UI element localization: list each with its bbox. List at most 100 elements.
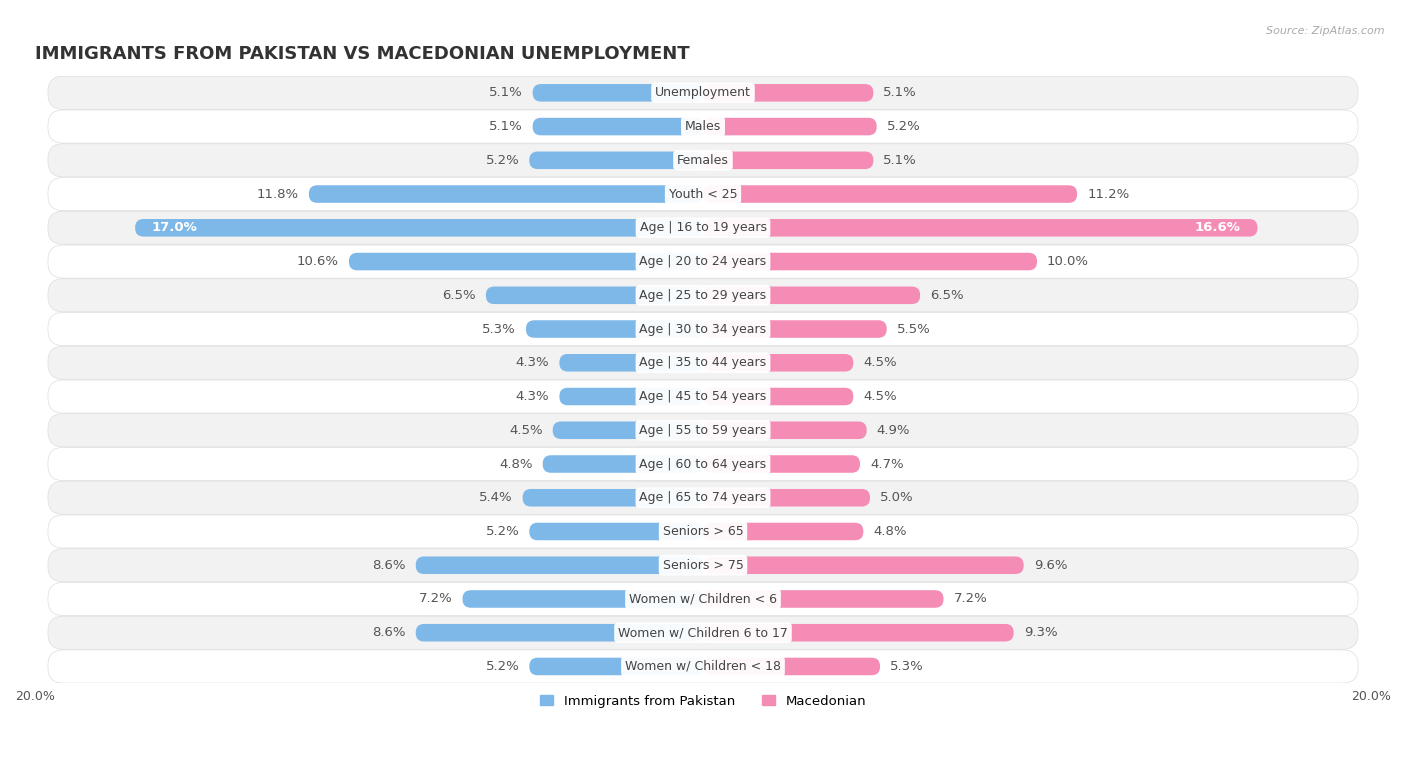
Text: 16.6%: 16.6% [1195, 221, 1240, 235]
FancyBboxPatch shape [48, 211, 1358, 245]
FancyBboxPatch shape [703, 556, 1024, 574]
FancyBboxPatch shape [703, 151, 873, 169]
FancyBboxPatch shape [48, 515, 1358, 548]
FancyBboxPatch shape [529, 151, 703, 169]
FancyBboxPatch shape [48, 650, 1358, 683]
FancyBboxPatch shape [48, 110, 1358, 143]
Text: 4.7%: 4.7% [870, 457, 904, 471]
Text: Seniors > 65: Seniors > 65 [662, 525, 744, 538]
FancyBboxPatch shape [48, 481, 1358, 514]
FancyBboxPatch shape [529, 523, 703, 540]
Text: Males: Males [685, 120, 721, 133]
FancyBboxPatch shape [48, 178, 1358, 210]
Text: Seniors > 75: Seniors > 75 [662, 559, 744, 572]
FancyBboxPatch shape [703, 590, 943, 608]
Text: 5.2%: 5.2% [887, 120, 921, 133]
Text: 5.1%: 5.1% [489, 120, 523, 133]
Text: Age | 35 to 44 years: Age | 35 to 44 years [640, 357, 766, 369]
FancyBboxPatch shape [703, 286, 920, 304]
Text: Women w/ Children < 6: Women w/ Children < 6 [628, 593, 778, 606]
FancyBboxPatch shape [48, 144, 1358, 177]
Legend: Immigrants from Pakistan, Macedonian: Immigrants from Pakistan, Macedonian [534, 690, 872, 713]
Text: 6.5%: 6.5% [443, 288, 475, 302]
FancyBboxPatch shape [48, 616, 1358, 650]
Text: Source: ZipAtlas.com: Source: ZipAtlas.com [1267, 26, 1385, 36]
Text: Females: Females [678, 154, 728, 167]
FancyBboxPatch shape [703, 354, 853, 372]
Text: 7.2%: 7.2% [953, 593, 987, 606]
Text: Women w/ Children 6 to 17: Women w/ Children 6 to 17 [619, 626, 787, 639]
Text: Age | 45 to 54 years: Age | 45 to 54 years [640, 390, 766, 403]
Text: 5.3%: 5.3% [890, 660, 924, 673]
Text: Age | 60 to 64 years: Age | 60 to 64 years [640, 457, 766, 471]
Text: 17.0%: 17.0% [152, 221, 198, 235]
Text: 4.9%: 4.9% [877, 424, 910, 437]
FancyBboxPatch shape [416, 624, 703, 641]
FancyBboxPatch shape [48, 549, 1358, 582]
FancyBboxPatch shape [48, 414, 1358, 447]
Text: Age | 16 to 19 years: Age | 16 to 19 years [640, 221, 766, 235]
FancyBboxPatch shape [703, 118, 877, 136]
FancyBboxPatch shape [533, 118, 703, 136]
Text: 10.6%: 10.6% [297, 255, 339, 268]
Text: Women w/ Children < 18: Women w/ Children < 18 [626, 660, 780, 673]
FancyBboxPatch shape [523, 489, 703, 506]
Text: 5.0%: 5.0% [880, 491, 914, 504]
FancyBboxPatch shape [486, 286, 703, 304]
FancyBboxPatch shape [703, 422, 866, 439]
Text: 8.6%: 8.6% [373, 626, 406, 639]
FancyBboxPatch shape [560, 388, 703, 405]
Text: 4.3%: 4.3% [516, 357, 550, 369]
Text: Age | 25 to 29 years: Age | 25 to 29 years [640, 288, 766, 302]
FancyBboxPatch shape [48, 346, 1358, 379]
FancyBboxPatch shape [703, 320, 887, 338]
Text: 4.5%: 4.5% [509, 424, 543, 437]
Text: IMMIGRANTS FROM PAKISTAN VS MACEDONIAN UNEMPLOYMENT: IMMIGRANTS FROM PAKISTAN VS MACEDONIAN U… [35, 45, 689, 64]
Text: 5.3%: 5.3% [482, 322, 516, 335]
FancyBboxPatch shape [703, 219, 1257, 237]
Text: 5.1%: 5.1% [489, 86, 523, 99]
Text: 4.8%: 4.8% [873, 525, 907, 538]
Text: 11.8%: 11.8% [257, 188, 299, 201]
FancyBboxPatch shape [48, 313, 1358, 345]
FancyBboxPatch shape [48, 76, 1358, 109]
Text: 7.2%: 7.2% [419, 593, 453, 606]
FancyBboxPatch shape [463, 590, 703, 608]
Text: 4.3%: 4.3% [516, 390, 550, 403]
FancyBboxPatch shape [703, 388, 853, 405]
Text: 5.5%: 5.5% [897, 322, 931, 335]
FancyBboxPatch shape [703, 658, 880, 675]
FancyBboxPatch shape [48, 279, 1358, 312]
FancyBboxPatch shape [703, 489, 870, 506]
FancyBboxPatch shape [703, 624, 1014, 641]
FancyBboxPatch shape [309, 185, 703, 203]
FancyBboxPatch shape [543, 455, 703, 473]
Text: 5.2%: 5.2% [485, 660, 519, 673]
FancyBboxPatch shape [349, 253, 703, 270]
Text: 9.6%: 9.6% [1033, 559, 1067, 572]
FancyBboxPatch shape [48, 245, 1358, 278]
FancyBboxPatch shape [560, 354, 703, 372]
Text: Youth < 25: Youth < 25 [669, 188, 737, 201]
Text: 4.8%: 4.8% [499, 457, 533, 471]
FancyBboxPatch shape [533, 84, 703, 101]
FancyBboxPatch shape [553, 422, 703, 439]
FancyBboxPatch shape [703, 84, 873, 101]
Text: 5.2%: 5.2% [485, 154, 519, 167]
FancyBboxPatch shape [529, 658, 703, 675]
FancyBboxPatch shape [703, 253, 1038, 270]
Text: Unemployment: Unemployment [655, 86, 751, 99]
FancyBboxPatch shape [48, 582, 1358, 615]
Text: Age | 65 to 74 years: Age | 65 to 74 years [640, 491, 766, 504]
FancyBboxPatch shape [135, 219, 703, 237]
FancyBboxPatch shape [48, 380, 1358, 413]
Text: 5.1%: 5.1% [883, 86, 917, 99]
Text: 9.3%: 9.3% [1024, 626, 1057, 639]
Text: 10.0%: 10.0% [1047, 255, 1090, 268]
Text: 5.4%: 5.4% [479, 491, 513, 504]
Text: 6.5%: 6.5% [931, 288, 963, 302]
Text: Age | 30 to 34 years: Age | 30 to 34 years [640, 322, 766, 335]
Text: 5.2%: 5.2% [485, 525, 519, 538]
Text: 8.6%: 8.6% [373, 559, 406, 572]
FancyBboxPatch shape [526, 320, 703, 338]
